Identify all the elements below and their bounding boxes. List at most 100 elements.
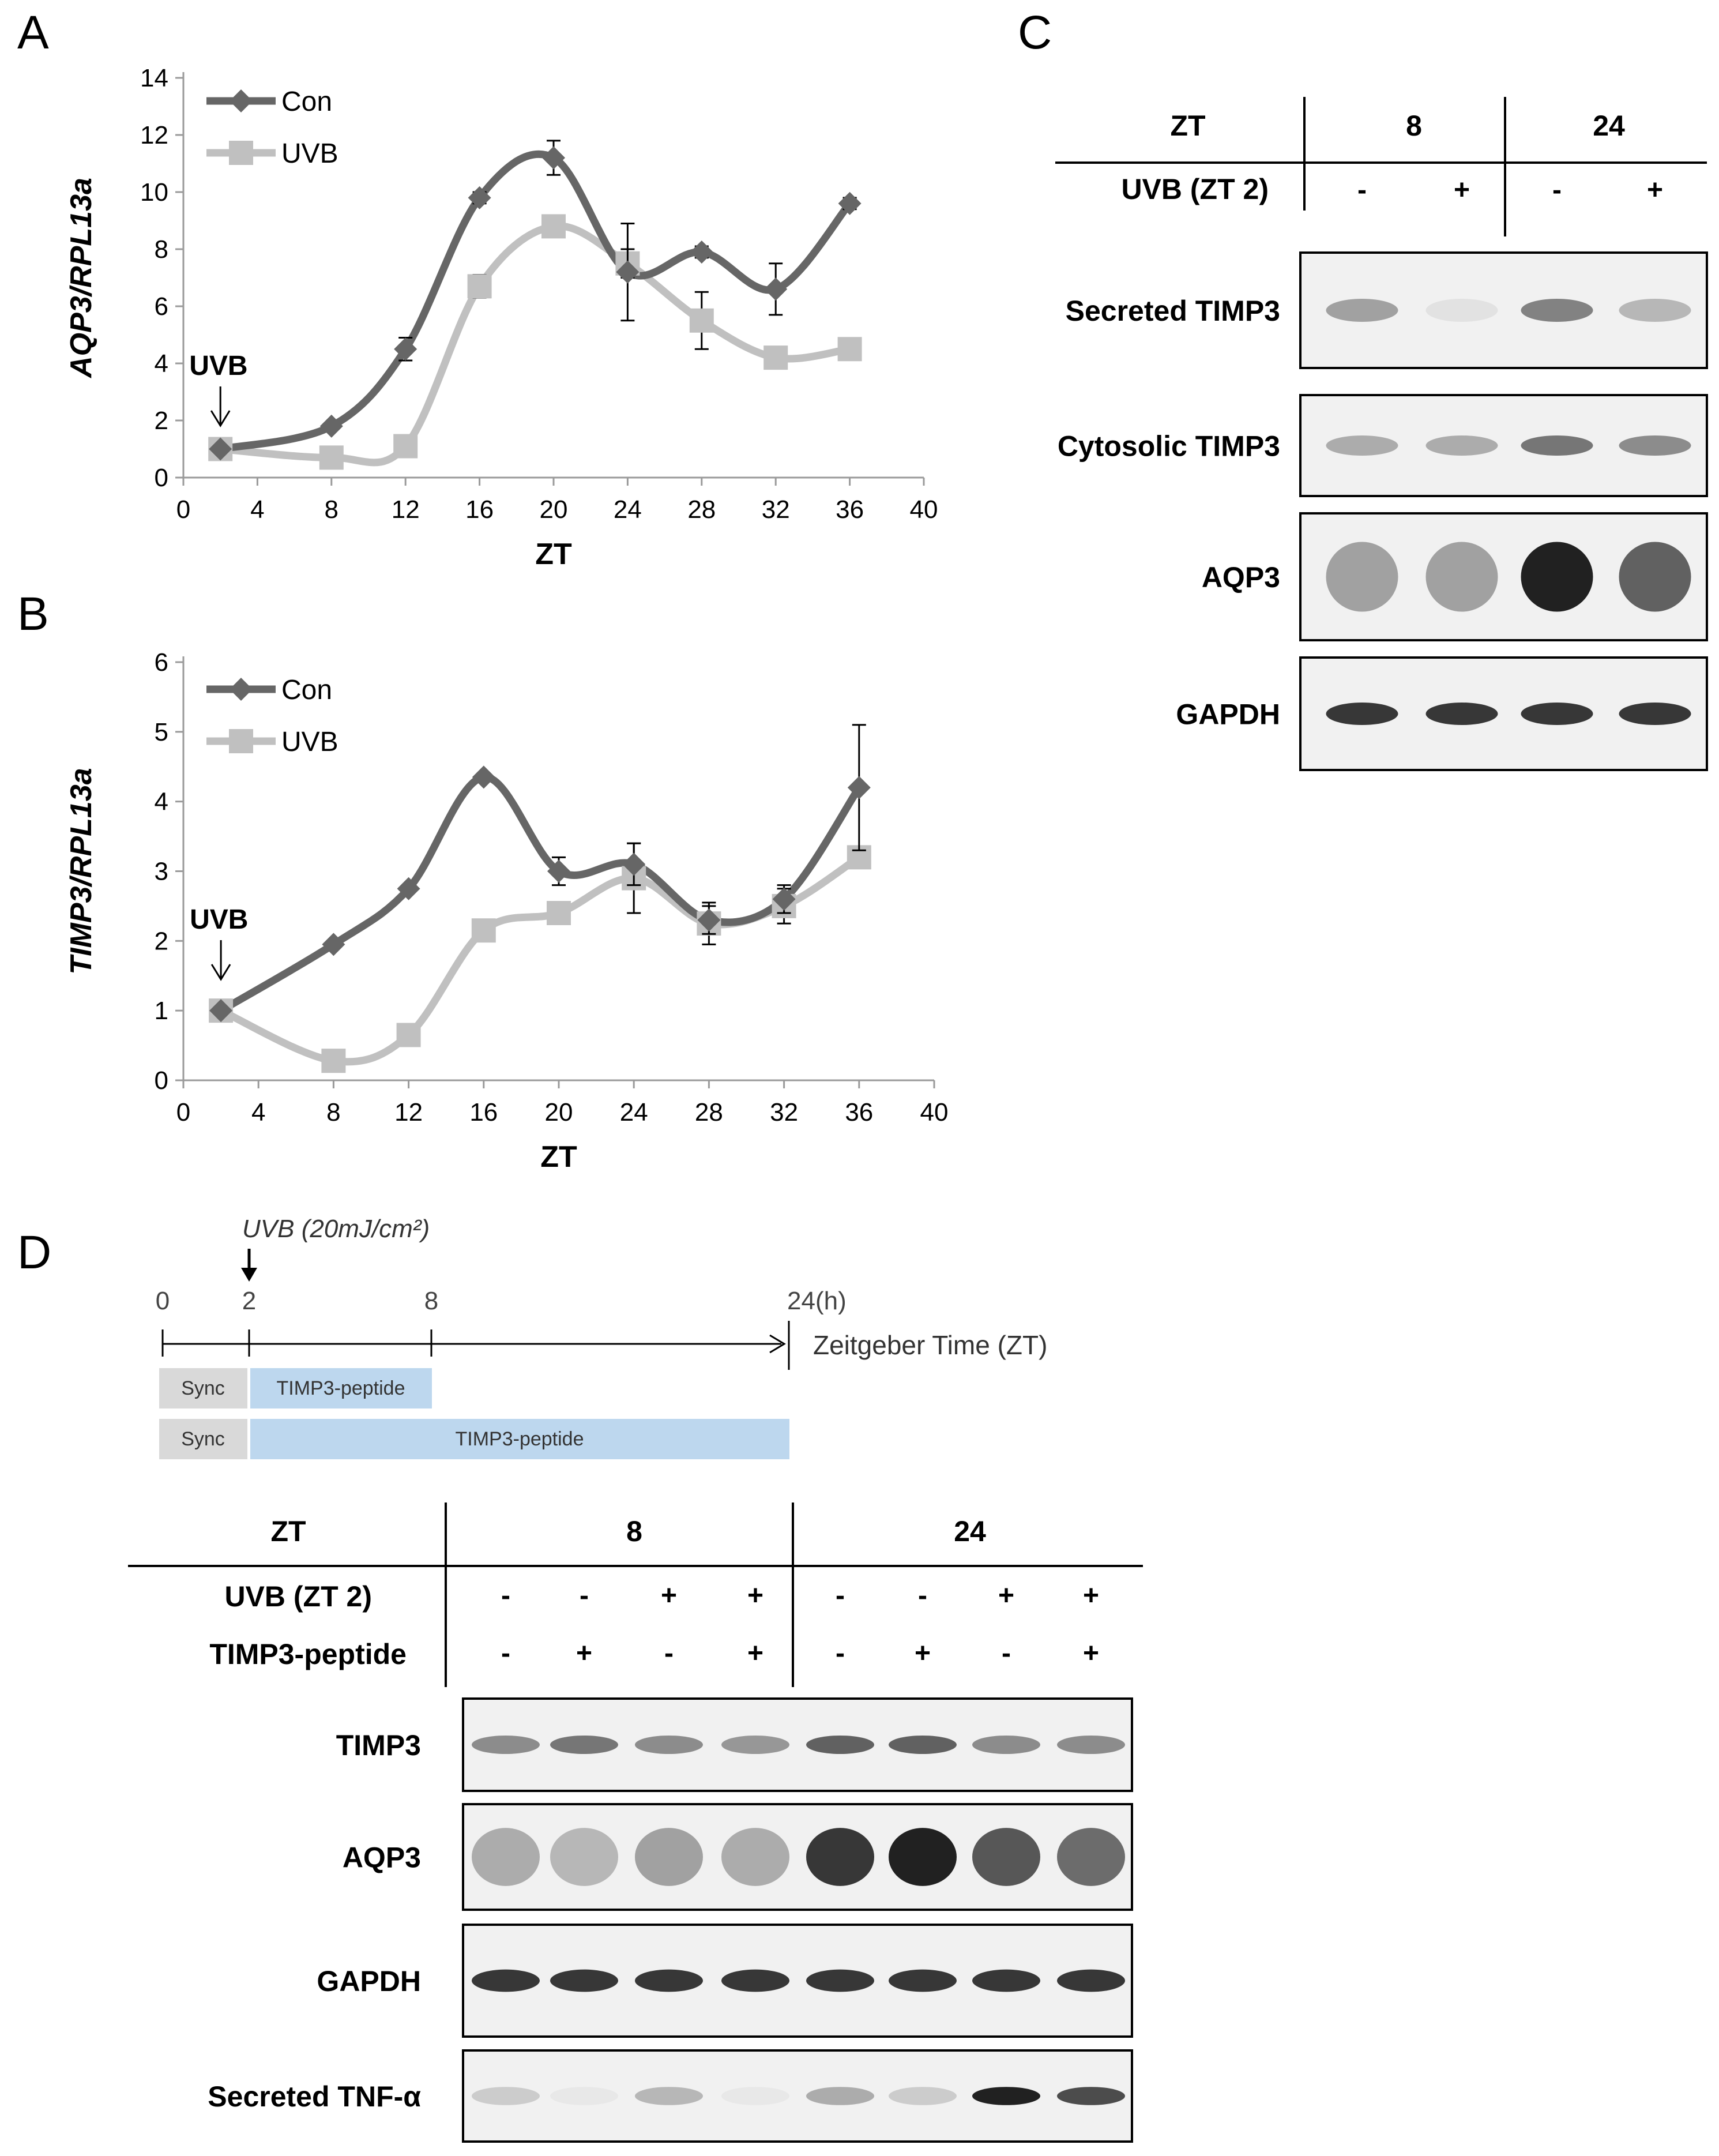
- chart-b-point-con: [697, 908, 721, 932]
- chart-a-x-axis-label: ZT: [535, 538, 572, 571]
- panel-d-uvb-mark: +: [998, 1580, 1014, 1611]
- chart-a-legend-con: Con: [281, 87, 332, 117]
- chart-a-point-con: [319, 414, 343, 438]
- panel-d-band: [972, 1969, 1040, 1992]
- peptide-bar-2: [250, 1419, 789, 1459]
- chart-b-legend-uvb: UVB: [281, 727, 338, 757]
- chart-a-uvb-annotation: UVB: [189, 351, 247, 381]
- panel-d-peptide-mark: -: [836, 1638, 845, 1669]
- chart-b-point-uvb: [471, 918, 496, 943]
- chart-b-y-tick-label: 4: [155, 788, 168, 816]
- panel-d-uvb-mark: +: [1083, 1580, 1099, 1611]
- chart-a-y-axis-label: AQP3/RPL13a: [65, 178, 98, 379]
- panel-d-band: [635, 1736, 703, 1754]
- panel-label-d: D: [17, 1226, 52, 1279]
- panel-d-zt-8: 8: [626, 1515, 642, 1547]
- peptide-label-2: TIMP3-peptide: [456, 1428, 584, 1450]
- chart-a-point-uvb: [541, 214, 566, 239]
- panel-d-band: [1057, 1736, 1125, 1754]
- panel-d-peptide-mark: +: [1083, 1638, 1099, 1669]
- chart-a-x-tick-label: 24: [614, 495, 642, 524]
- chart-b-legend-uvb-marker: [229, 729, 253, 753]
- panel-c-band: [1619, 299, 1691, 322]
- panel-c-band: [1521, 542, 1593, 612]
- timeline-tick-8: 8: [424, 1287, 438, 1315]
- chart-b-point-uvb: [396, 1023, 421, 1047]
- panel-d-peptide-mark: +: [747, 1638, 763, 1669]
- chart-a-x-tick-label: 20: [540, 495, 568, 524]
- chart-b-uvb-arrowhead-icon: [210, 964, 231, 981]
- panel-d-zt-24: 24: [954, 1515, 986, 1547]
- chart-b-x-tick-label: 28: [695, 1098, 723, 1126]
- chart-a-x-tick-label: 40: [910, 495, 938, 524]
- panel-c-band: [1619, 542, 1691, 612]
- chart-a-point-con: [468, 186, 491, 209]
- panel-c-band: [1326, 435, 1398, 456]
- chart-b-uvb-annotation: UVB: [190, 904, 248, 935]
- chart-a-x-tick-label: 12: [392, 495, 420, 524]
- chart-a-x-tick-label: 4: [250, 495, 264, 524]
- chart-a-uvb-arrowhead-icon: [210, 410, 231, 427]
- panel-d-band: [721, 1736, 789, 1754]
- chart-a-y-tick-label: 8: [155, 235, 168, 264]
- chart-a-y-tick-label: 14: [140, 64, 168, 92]
- panel-d-band: [889, 1828, 957, 1886]
- sync-bar-1: [159, 1368, 247, 1408]
- panel-d-uvb-mark: -: [580, 1580, 589, 1611]
- panel-d-band: [472, 1828, 540, 1886]
- chart-a-legend-uvb: UVB: [281, 138, 338, 169]
- panel-d-band: [1057, 1828, 1125, 1886]
- chart-b-x-tick-label: 12: [394, 1098, 423, 1126]
- chart-b-x-tick-label: 8: [326, 1098, 340, 1126]
- panel-d-band: [972, 1828, 1040, 1886]
- panel-c-band: [1521, 703, 1593, 725]
- chart-a-point-uvb: [393, 434, 418, 459]
- chart-b-point-uvb: [547, 901, 571, 925]
- panel-d-uvb-mark: +: [747, 1580, 763, 1611]
- panel-d-band: [550, 1736, 618, 1754]
- panel-c-uvb-mark: -: [1552, 175, 1562, 205]
- panel-label-b: B: [17, 588, 49, 640]
- uvb-arrow-icon: [241, 1249, 257, 1282]
- chart-b-legend-con: Con: [281, 675, 332, 705]
- chart-b-y-tick-label: 3: [155, 858, 168, 886]
- chart-b-y-tick-label: 2: [155, 927, 168, 955]
- chart-b-point-con: [397, 877, 420, 900]
- panel-d-band: [472, 1969, 540, 1992]
- chart-b-line-uvb: [219, 854, 862, 1066]
- panel-d-blot-label: AQP3: [343, 1842, 421, 1874]
- chart-a-legend-uvb-marker: [229, 141, 253, 165]
- panel-d-band: [1057, 2087, 1125, 2105]
- panel-c-zt-label: ZT: [1170, 110, 1205, 142]
- chart-a-point-con: [764, 277, 788, 301]
- panel-d-peptide-mark: -: [1002, 1638, 1011, 1669]
- panel-d-peptide-mark: +: [576, 1638, 592, 1669]
- panel-d-uvb-mark: -: [836, 1580, 845, 1611]
- panel-d-blot-label: GAPDH: [317, 1965, 421, 1997]
- chart-a-point-con: [209, 437, 232, 461]
- panel-d-peptide-mark: -: [501, 1638, 510, 1669]
- panel-d-band: [889, 1969, 957, 1992]
- timeline-schematic: UVB (20mJ/cm²) 0 2 8 24(h) Zeitgeber Tim…: [156, 1215, 1047, 1459]
- chart-b-point-con: [322, 933, 345, 956]
- chart-a-point-con: [690, 240, 713, 264]
- panel-d-band: [806, 2087, 874, 2105]
- panel-d-band: [889, 2087, 957, 2105]
- chart-b-x-tick-label: 32: [770, 1098, 798, 1126]
- panel-c-zt-8: 8: [1406, 110, 1422, 142]
- panel-d-zt-label: ZT: [270, 1515, 306, 1547]
- panel-c-zt-24: 24: [1593, 110, 1625, 142]
- chart-b-x-tick-label: 16: [469, 1098, 498, 1126]
- chart-b-x-tick-label: 20: [545, 1098, 573, 1126]
- panel-d-uvb-mark: +: [661, 1580, 677, 1611]
- chart-a-y-tick-label: 0: [155, 464, 168, 492]
- chart-b-point-con: [847, 776, 871, 799]
- panel-d-band: [550, 1969, 618, 1992]
- chart-a-x-tick-label: 28: [687, 495, 716, 524]
- panel-d-peptide-label: TIMP3-peptide: [209, 1638, 407, 1670]
- peptide-bar-1: [250, 1368, 432, 1408]
- panel-d-band: [635, 1969, 703, 1992]
- panel-c-band: [1326, 703, 1398, 725]
- panel-c-uvb-mark: -: [1357, 175, 1367, 205]
